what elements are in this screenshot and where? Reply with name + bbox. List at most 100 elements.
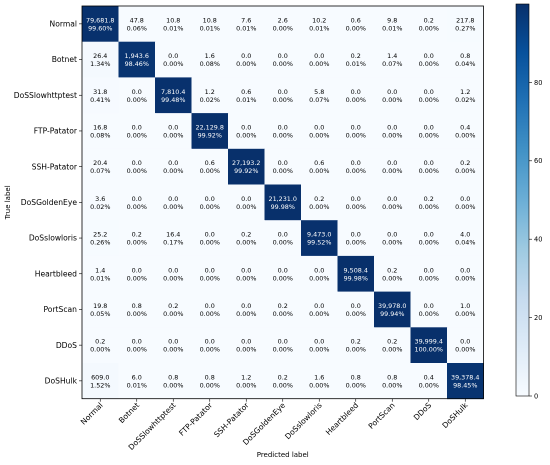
cell-fill	[82, 148, 119, 185]
cell-count-label: 0.0	[241, 266, 251, 274]
heatmap-cell: 0.00.00%	[118, 255, 156, 292]
cell-percent-label: 0.00%	[455, 131, 475, 139]
cell-fill	[337, 41, 375, 78]
heatmap-cell: 0.00.00%	[337, 148, 375, 185]
cell-count-label: 1.2	[205, 88, 215, 96]
heatmap-cell: 20.40.07%	[82, 148, 119, 185]
cell-percent-label: 0.00%	[346, 24, 366, 32]
heatmap-cell: 26.41.34%	[82, 41, 119, 78]
cell-fill	[264, 113, 302, 150]
cell-fill	[191, 113, 229, 150]
heatmap-cell: 0.00.00%	[337, 184, 375, 221]
cell-count-label: 0.2	[278, 373, 288, 381]
cell-fill	[410, 291, 448, 328]
cell-percent-label: 0.00%	[346, 96, 366, 104]
heatmap-cell: 0.20.00%	[264, 291, 302, 328]
cell-percent-label: 0.00%	[163, 274, 183, 282]
cell-count-label: 0.6	[351, 16, 361, 24]
y-tick-label: PortScan	[43, 305, 77, 314]
y-tick-label: DoSslowloris	[29, 234, 77, 243]
cell-fill	[301, 220, 338, 257]
heatmap-cell: 0.00.00%	[228, 41, 265, 78]
cell-percent-label: 0.00%	[127, 274, 147, 282]
heatmap-cell: 27,193.299.92%	[228, 148, 265, 185]
cell-count-label: 0.0	[387, 231, 397, 239]
heatmap-cell: 2.60.00%	[264, 6, 302, 43]
heatmap-cell: 9,473.099.52%	[301, 220, 338, 257]
cell-fill	[228, 41, 265, 78]
cell-count-label: 0.8	[132, 302, 142, 310]
cell-percent-label: 1.52%	[90, 381, 110, 389]
cell-fill	[191, 291, 229, 328]
cell-percent-label: 0.00%	[382, 96, 402, 104]
cell-percent-label: 0.00%	[127, 167, 147, 175]
heatmap-cell: 0.00.00%	[191, 327, 229, 364]
cell-fill	[191, 184, 229, 221]
cell-percent-label: 0.00%	[273, 274, 293, 282]
heatmap-cell: 0.00.00%	[228, 184, 265, 221]
cell-percent-label: 0.08%	[90, 131, 110, 139]
heatmap-cell: 1.40.07%	[374, 41, 411, 78]
cell-percent-label: 0.00%	[200, 381, 220, 389]
cell-count-label: 3.6	[95, 195, 105, 203]
cell-count-label: 0.0	[424, 123, 434, 131]
x-tick-label: DDoS	[412, 401, 433, 422]
cell-fill	[447, 148, 484, 185]
heatmap-cell: 0.00.00%	[301, 255, 338, 292]
cell-percent-label: 0.01%	[127, 381, 147, 389]
cell-count-label: 0.8	[168, 373, 178, 381]
heatmap-cell: 0.00.00%	[264, 113, 302, 150]
cell-fill	[82, 291, 119, 328]
y-tick-label: DoSSlowhttptest	[14, 91, 77, 100]
cell-percent-label: 0.00%	[419, 167, 439, 175]
cell-percent-label: 0.00%	[163, 203, 183, 211]
cell-fill	[264, 363, 302, 400]
cell-count-label: 0.0	[132, 195, 142, 203]
heatmap-cell: 0.00.00%	[410, 220, 448, 257]
heatmap-cell: 0.20.00%	[337, 327, 375, 364]
cell-percent-label: 0.00%	[163, 60, 183, 68]
heatmap-cell: 0.00.00%	[264, 77, 302, 114]
heatmap-cell: 0.00.00%	[118, 148, 156, 185]
cell-percent-label: 0.00%	[273, 24, 293, 32]
y-tick-label: DoSHulk	[45, 376, 78, 385]
cell-fill	[301, 184, 338, 221]
cell-fill	[118, 113, 156, 150]
heatmap-cell: 0.00.00%	[264, 148, 302, 185]
cell-count-label: 0.0	[205, 231, 215, 239]
cell-fill	[155, 255, 192, 292]
cell-count-label: 217.8	[456, 16, 474, 24]
cell-percent-label: 0.00%	[346, 167, 366, 175]
cell-count-label: 0.0	[205, 338, 215, 346]
cell-percent-label: 99.94%	[380, 310, 404, 318]
cell-percent-label: 0.00%	[419, 131, 439, 139]
cell-count-label: 31.8	[93, 88, 107, 96]
cell-count-label: 0.0	[387, 88, 397, 96]
cell-count-label: 0.8	[351, 373, 361, 381]
cell-count-label: 1.2	[241, 373, 251, 381]
cell-count-label: 0.4	[460, 123, 470, 131]
cell-count-label: 0.2	[387, 266, 397, 274]
cell-fill	[155, 291, 192, 328]
cell-fill	[118, 291, 156, 328]
cell-percent-label: 0.00%	[346, 203, 366, 211]
heatmap-cell: 0.00.00%	[155, 41, 192, 78]
cell-percent-label: 0.00%	[273, 96, 293, 104]
cell-count-label: 0.0	[351, 123, 361, 131]
cell-count-label: 20.4	[93, 159, 107, 167]
cell-fill	[155, 363, 192, 400]
cell-fill	[191, 41, 229, 78]
heatmap-cell: 217.80.27%	[447, 6, 484, 43]
cell-fill	[410, 41, 448, 78]
cell-count-label: 0.0	[424, 88, 434, 96]
cell-percent-label: 0.00%	[455, 346, 475, 354]
cell-percent-label: 0.00%	[419, 24, 439, 32]
cell-percent-label: 0.07%	[382, 60, 402, 68]
cell-count-label: 0.0	[278, 231, 288, 239]
cell-percent-label: 0.00%	[346, 239, 366, 247]
cell-percent-label: 0.41%	[90, 96, 110, 104]
y-axis-label: True label	[4, 185, 12, 220]
heatmap-cell: 0.00.00%	[264, 327, 302, 364]
x-tick-label: DoSslowloris	[283, 401, 323, 441]
